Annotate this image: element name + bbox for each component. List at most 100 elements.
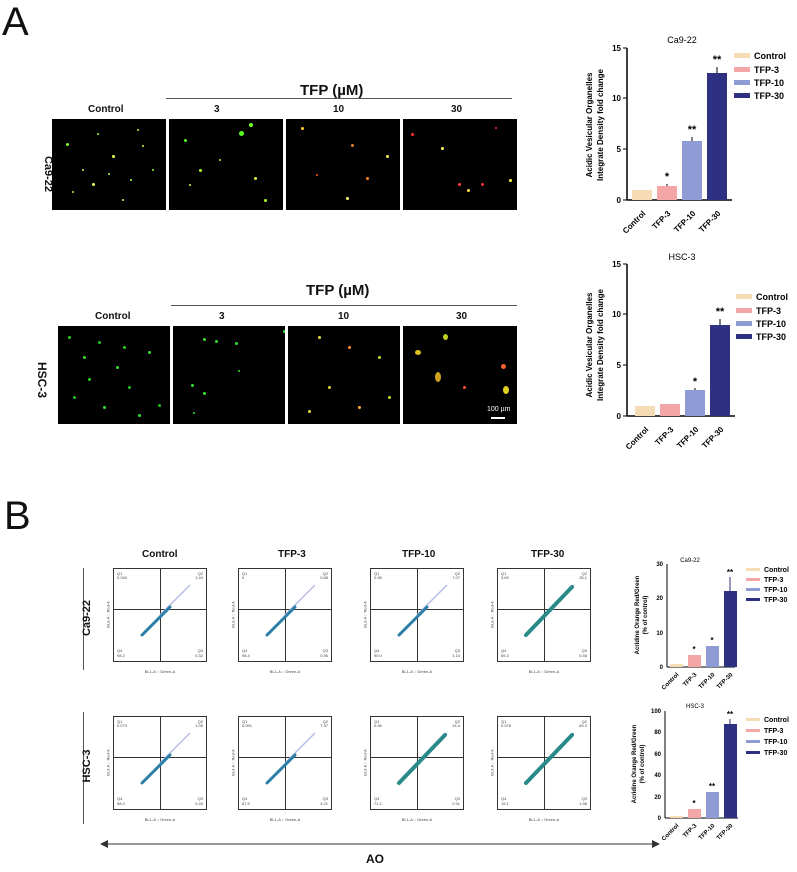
quadrant-label-q1: Q1 0.091 [242, 719, 253, 729]
quadrant-label-q3: Q3 4.21 [320, 796, 328, 806]
chart-title: HSC-3 [686, 704, 705, 710]
svg-text:TFP-3: TFP-3 [682, 823, 698, 839]
svg-text:10: 10 [612, 94, 621, 103]
svg-text:40: 40 [654, 773, 661, 779]
svg-text:60: 60 [654, 752, 661, 758]
ao-label: AO [366, 852, 384, 866]
fc-col-tfp3: TFP-3 [278, 549, 306, 560]
svg-text:TFP-10: TFP-10 [672, 209, 698, 235]
scatter-population [265, 732, 316, 785]
quadrant-label-q3: Q3 2.91 [452, 796, 460, 806]
scatter-population [397, 584, 448, 637]
gate-horizontal [239, 756, 331, 758]
svg-text:Control: Control [764, 717, 789, 724]
flow-plot: Q1 0.091 Q2 7.97 Q4 87.5 Q3 4.21 BL1-A :: Gr… [231, 716, 332, 822]
quadrant-label-q2: Q2 7.07 [452, 571, 460, 581]
svg-text:0: 0 [617, 196, 622, 205]
svg-text:0: 0 [617, 412, 622, 421]
flow-x-axis-label: BL1-A :: Green-A [269, 669, 301, 674]
micrograph-hsc3-tfp10 [288, 326, 400, 424]
scatter-population [524, 732, 575, 785]
svg-text:Acidic Vesicular Organelles: Acidic Vesicular Organelles [585, 72, 594, 177]
quadrant-label-q1: Q1 0.076 [501, 719, 512, 729]
micrograph-ca922-tfp10 [286, 119, 400, 210]
quadrant-label-q2: Q2 25.1 [579, 571, 587, 581]
svg-text:100: 100 [651, 709, 662, 715]
quadrant-label-q2: Q2 24.4 [452, 719, 460, 729]
svg-text:10: 10 [656, 631, 663, 637]
quadrant-label-q3: Q3 0.96 [320, 648, 328, 658]
svg-text:5: 5 [617, 145, 622, 154]
flow-y-axis-label: BL3-A :: Red-A [230, 601, 236, 628]
svg-text:10: 10 [612, 310, 621, 319]
svg-text:15: 15 [612, 44, 621, 53]
quadrant-label-q1: Q1 3.69 [501, 571, 509, 581]
svg-text:Control: Control [661, 823, 681, 840]
flow-x-axis-label: BL1-A :: Green-A [144, 817, 176, 822]
svg-text:(% of control): (% of control) [640, 745, 646, 784]
treatment-bracket [166, 98, 512, 99]
svg-text:*: * [692, 645, 696, 654]
svg-text:Control: Control [661, 672, 681, 692]
quadrant-label-q3: Q3 1.96 [579, 796, 587, 806]
flow-x-axis-label: BL1-A :: Green-A [528, 669, 560, 674]
flow-plot: Q1 0.040 Q2 1.44 Q4 98.2 Q3 0.32 BL1-A :: Gr… [106, 568, 207, 674]
svg-text:TFP-3: TFP-3 [754, 65, 779, 75]
quadrant-label-q2: Q2 1.05 [195, 719, 203, 729]
micrograph-ca922-tfp30 [403, 119, 517, 210]
svg-text:Control: Control [754, 51, 786, 61]
quadrant-label-q4: Q4 98.4 [117, 796, 125, 806]
svg-text:TFP-10: TFP-10 [698, 672, 717, 691]
flow-plot: Q1 0.96 Q2 7.07 Q4 90.0 Q3 1.14 BL1-A :: Gre… [363, 568, 464, 674]
svg-text:TFP-30: TFP-30 [700, 425, 726, 451]
quadrant-label-q3: Q3 0.49 [195, 796, 203, 806]
col-label-30: 30 [451, 104, 463, 115]
svg-text:Acridine Orange Red/Green: Acridine Orange Red/Green [635, 575, 641, 654]
svg-text:TFP-10: TFP-10 [675, 425, 701, 451]
svg-text:Control: Control [764, 567, 789, 574]
scatter-population [140, 584, 191, 637]
treatment-header: TFP (µM) [306, 282, 370, 299]
quadrant-label-q1: Q1 0.073 [117, 719, 128, 729]
quadrant-label-q3: Q3 1.14 [452, 648, 460, 658]
fc-row-hsc-3: HSC-3 [81, 749, 93, 783]
svg-text:**: ** [713, 54, 722, 66]
svg-text:Acridine Orange Red/Green: Acridine Orange Red/Green [632, 724, 638, 803]
svg-text:TFP-30: TFP-30 [716, 672, 735, 691]
gate-horizontal [498, 756, 590, 758]
svg-text:Integrate Density fold change: Integrate Density fold change [596, 288, 605, 401]
quadrant-label-q2: Q2 83.3 [579, 719, 587, 729]
svg-text:TFP-3: TFP-3 [653, 425, 675, 447]
flow-x-axis-label: BL1-A :: Green-A [401, 817, 433, 822]
svg-text:TFP-10: TFP-10 [756, 319, 786, 329]
micrograph-hsc3-control [58, 326, 170, 424]
quadrant-label-q2: Q2 7.97 [320, 719, 328, 729]
quadrant-label-q4: Q4 90.0 [374, 648, 382, 658]
svg-text:20: 20 [654, 795, 661, 801]
quadrant-label-q3: Q3 0.32 [195, 648, 203, 658]
chart-title: HSC-3 [668, 252, 695, 262]
svg-text:Integrate Density fold change: Integrate Density fold change [596, 68, 605, 181]
col-label-10: 10 [338, 311, 350, 322]
col-label-control: Control [95, 311, 131, 322]
quadrant-label-q4: Q4 98.4 [242, 648, 250, 658]
fc-col-tfp10: TFP-10 [402, 549, 436, 560]
flow-y-axis-label: BL3-A :: Red-A [362, 601, 368, 628]
treatment-header: TFP (µM) [300, 82, 364, 99]
quadrant-label-q4: Q4 15.1 [501, 796, 509, 806]
flow-y-axis-label: BL3-A :: Red-A [105, 601, 111, 628]
col-label-30: 30 [456, 311, 468, 322]
gate-horizontal [371, 608, 463, 610]
svg-text:15: 15 [612, 260, 621, 269]
fc-col-control: Control [142, 549, 178, 560]
flow-y-axis-label: BL3-A :: Red-A [105, 749, 111, 776]
quadrant-label-q4: Q4 98.2 [117, 648, 125, 658]
svg-text:0: 0 [660, 665, 664, 671]
flow-plot: Q1 0.076 Q2 83.3 Q4 15.1 Q3 1.96 BL1-A :: Gr… [490, 716, 591, 822]
fc-col-tfp30: TFP-30 [531, 549, 565, 560]
svg-text:TFP-3: TFP-3 [764, 728, 784, 735]
svg-text:TFP-3: TFP-3 [756, 306, 781, 316]
